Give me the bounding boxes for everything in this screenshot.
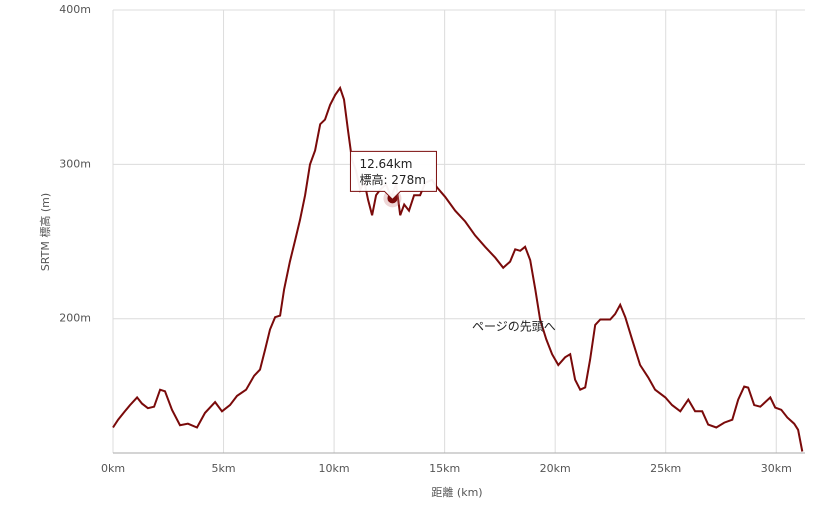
- x-tick-label: 20km: [540, 462, 571, 475]
- tooltip-box: [349, 150, 437, 201]
- x-tick-label: 0km: [101, 462, 125, 475]
- x-tick-label: 25km: [650, 462, 681, 475]
- x-axis-label: 距離 (km): [431, 485, 482, 499]
- y-tick-label: 400m: [59, 3, 91, 16]
- annotation: ページの先頭へ: [472, 320, 556, 334]
- line: [112, 85, 804, 452]
- x-tick-label: 30km: [761, 462, 792, 475]
- tooltip-x: 12.64km: [359, 157, 412, 171]
- y-tick-label: 300m: [59, 157, 91, 170]
- x-tick-label: 15km: [429, 462, 460, 475]
- x-tick-label: 10km: [319, 462, 350, 475]
- y-tick-label: 200m: [59, 312, 91, 325]
- y-axis-label: SRTM 標高 (m): [38, 193, 52, 271]
- tooltip-y: 標高: 278m: [359, 172, 425, 187]
- x-tick-label: 5km: [211, 462, 235, 475]
